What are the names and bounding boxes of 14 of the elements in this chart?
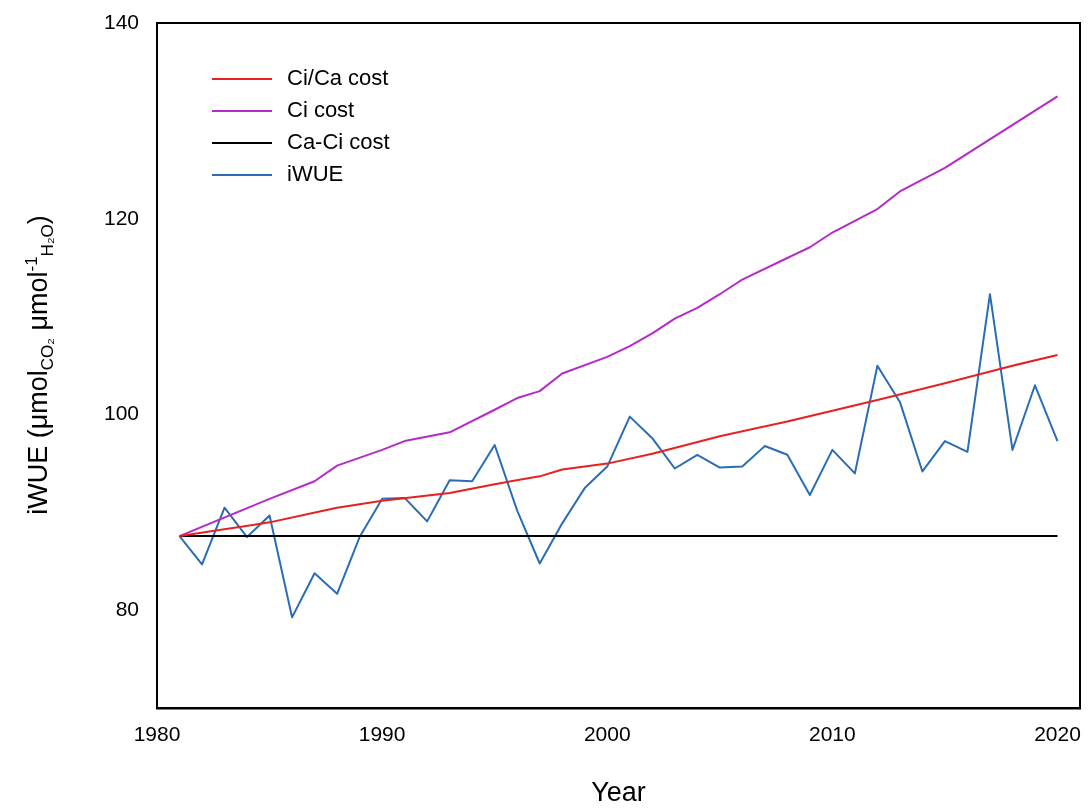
y-tick-label: 140 [103, 9, 139, 33]
legend-label: Ca-Ci cost [287, 129, 390, 155]
x-axis-title: Year [591, 777, 646, 808]
x-tick-label: 2020 [1034, 721, 1081, 745]
legend-label: Ci/Ca cost [287, 65, 389, 91]
y-tick-label: 100 [103, 401, 139, 425]
legend-label: iWUE [287, 161, 344, 187]
legend-label: Ci cost [287, 97, 355, 123]
x-tick-label: 2000 [583, 721, 631, 745]
x-tick-label: 1990 [358, 721, 406, 745]
y-tick-label: 80 [115, 597, 139, 621]
x-tick-label: 1980 [133, 721, 181, 745]
y-tick-label: 120 [103, 205, 139, 229]
x-tick-label: 2010 [809, 721, 856, 745]
